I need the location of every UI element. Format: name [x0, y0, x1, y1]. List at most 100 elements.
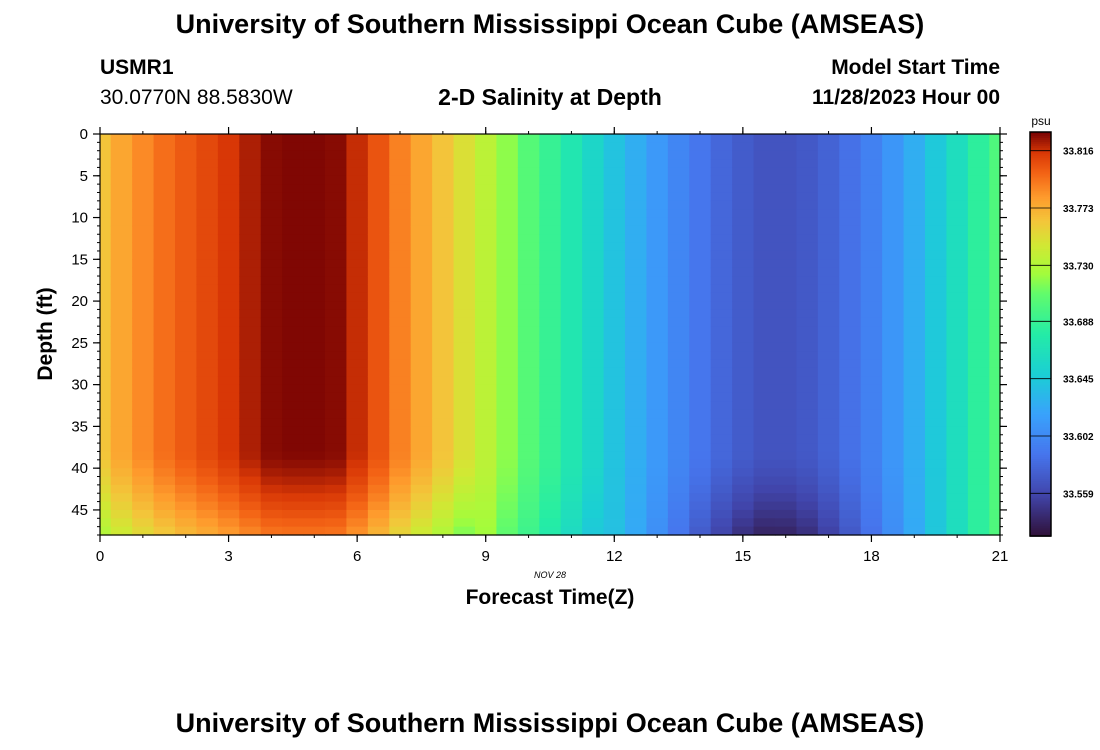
heatmap-cell	[110, 509, 133, 519]
heatmap-cell	[453, 209, 476, 219]
heatmap-cell	[667, 292, 690, 302]
heatmap-cell	[196, 309, 219, 319]
heatmap-cell	[603, 459, 626, 469]
heatmap-cell	[689, 418, 712, 427]
colorbar-segment	[1030, 531, 1051, 535]
heatmap-cell	[925, 209, 948, 219]
colorbar-segment	[1030, 499, 1051, 503]
heatmap-cell	[967, 250, 990, 260]
heatmap-cell	[410, 434, 433, 444]
heatmap-cell	[303, 250, 326, 260]
heatmap-cell	[989, 367, 1001, 377]
heatmap-cell	[346, 501, 369, 511]
colorbar-segment	[1030, 180, 1051, 184]
heatmap-cell	[132, 192, 155, 202]
heatmap-cell	[325, 259, 348, 269]
heatmap-cell	[475, 342, 498, 352]
heatmap-cell	[603, 334, 626, 344]
heatmap-cell	[903, 159, 926, 169]
heatmap-cell	[475, 150, 498, 160]
heatmap-cell	[689, 175, 712, 185]
heatmap-cell	[817, 234, 840, 244]
heatmap-cell	[539, 242, 562, 252]
heatmap-cell	[260, 217, 283, 227]
heatmap-cell	[325, 301, 348, 311]
heatmap-cell	[967, 200, 990, 210]
colorbar-segment	[1030, 350, 1051, 353]
heatmap-cell	[796, 443, 819, 453]
colorbar-segment	[1030, 230, 1051, 234]
heatmap-cell	[175, 468, 198, 478]
heatmap-cell	[796, 351, 819, 361]
heatmap-cell	[517, 384, 540, 394]
heatmap-cell	[132, 225, 155, 235]
heatmap-cell	[100, 184, 112, 194]
heatmap-cell	[239, 367, 262, 377]
heatmap-cell	[175, 276, 198, 285]
heatmap-cell	[603, 217, 626, 227]
heatmap-cell	[153, 217, 176, 227]
heatmap-cell	[539, 284, 562, 294]
heatmap-cell	[732, 526, 755, 536]
heatmap-cell	[239, 150, 262, 160]
heatmap-cell	[239, 234, 262, 244]
heatmap-cell	[946, 509, 969, 519]
heatmap-cell	[432, 267, 455, 277]
heatmap-cell	[817, 409, 840, 419]
heatmap-cell	[196, 142, 219, 152]
colorbar-segment	[1030, 184, 1051, 188]
colorbar-segment	[1030, 497, 1051, 501]
heatmap-cell	[410, 217, 433, 227]
heatmap-cell	[100, 192, 112, 202]
heatmap-cell	[582, 175, 605, 185]
heatmap-cell	[110, 426, 133, 436]
heatmap-cell	[539, 142, 562, 152]
heatmap-cell	[667, 518, 690, 528]
heatmap-cell	[882, 501, 905, 511]
heatmap-cell	[817, 518, 840, 528]
heatmap-cell	[389, 292, 412, 302]
heatmap-cell	[582, 192, 605, 202]
heatmap-cell	[882, 301, 905, 311]
heatmap-cell	[100, 175, 112, 185]
heatmap-cell	[689, 159, 712, 169]
heatmap-cell	[110, 167, 133, 177]
heatmap-cell	[796, 459, 819, 469]
colorbar-segment	[1030, 388, 1051, 392]
heatmap-cell	[667, 150, 690, 160]
heatmap-cell	[110, 459, 133, 469]
heatmap-cell	[989, 409, 1001, 419]
colorbar-segment	[1030, 301, 1051, 305]
heatmap-cell	[667, 359, 690, 369]
heatmap-cell	[539, 276, 562, 285]
heatmap-cell	[325, 150, 348, 160]
heatmap-cell	[903, 518, 926, 528]
heatmap-cell	[903, 451, 926, 461]
heatmap-cell	[689, 459, 712, 469]
heatmap-cell	[110, 284, 133, 294]
heatmap-cell	[882, 184, 905, 194]
heatmap-cell	[925, 484, 948, 494]
heatmap-cell	[732, 175, 755, 185]
heatmap-cell	[925, 292, 948, 302]
colorbar-segment	[1030, 172, 1051, 176]
heatmap-cell	[689, 167, 712, 177]
heatmap-cell	[217, 501, 240, 511]
heatmap-cell	[110, 376, 133, 386]
colorbar-segment	[1030, 406, 1051, 410]
heatmap-cell	[796, 284, 819, 294]
heatmap-cell	[903, 292, 926, 302]
heatmap-cell	[175, 184, 198, 194]
colorbar-segment	[1030, 356, 1051, 360]
heatmap-cell	[882, 142, 905, 152]
heatmap-cell	[646, 209, 669, 219]
heatmap-cell	[496, 376, 519, 386]
heatmap-cell	[239, 134, 262, 143]
heatmap-cell	[839, 317, 862, 327]
heatmap-cell	[260, 451, 283, 461]
heatmap-cell	[603, 276, 626, 285]
heatmap-cell	[325, 451, 348, 461]
heatmap-cell	[239, 451, 262, 461]
heatmap-cell	[346, 426, 369, 436]
heatmap-cell	[839, 184, 862, 194]
